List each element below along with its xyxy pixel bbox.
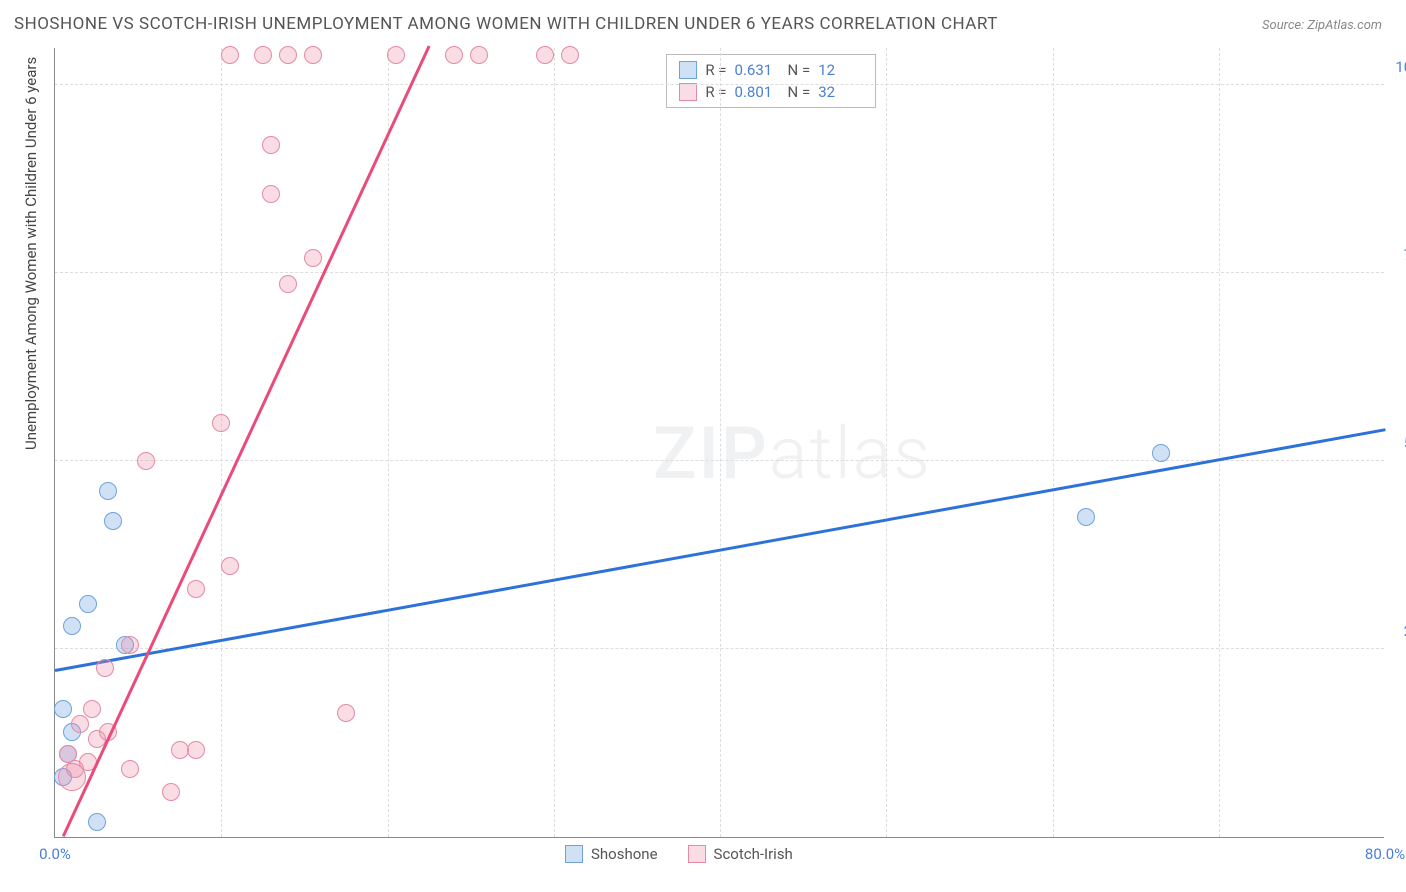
gridline-v xyxy=(388,48,389,837)
scatter-point xyxy=(262,136,280,154)
stats-n-label: N = xyxy=(788,61,811,79)
watermark: ZIPatlas xyxy=(653,411,932,496)
y-tick-label: 75.0% xyxy=(1389,246,1406,264)
source-attribution: Source: ZipAtlas.com xyxy=(1262,18,1382,33)
trend-line xyxy=(62,45,430,836)
stats-r-label: R = xyxy=(705,61,726,79)
legend-swatch xyxy=(565,845,583,863)
y-tick-label: 25.0% xyxy=(1389,622,1406,640)
scatter-point xyxy=(1077,508,1095,526)
legend: Shoshone Scotch-Irish xyxy=(565,845,793,863)
x-tick-label: 80.0% xyxy=(1365,845,1405,863)
scatter-point xyxy=(121,636,139,654)
scatter-point xyxy=(187,741,205,759)
scatter-point xyxy=(262,185,280,203)
x-tick-label: 0.0% xyxy=(39,845,71,863)
stats-r-value: 0.801 xyxy=(735,83,780,101)
scatter-point xyxy=(279,46,297,64)
legend-item: Scotch-Irish xyxy=(688,845,793,863)
stats-n-label: N = xyxy=(788,83,811,101)
legend-item: Shoshone xyxy=(565,845,658,863)
gridline-v xyxy=(554,48,555,837)
scatter-point xyxy=(162,783,180,801)
scatter-point xyxy=(536,46,554,64)
stats-n-value: 32 xyxy=(818,83,863,101)
scatter-point xyxy=(212,414,230,432)
chart-title: SHOSHONE VS SCOTCH-IRISH UNEMPLOYMENT AM… xyxy=(14,14,998,34)
scatter-point xyxy=(83,700,101,718)
scatter-point xyxy=(88,813,106,831)
scatter-point xyxy=(121,760,139,778)
scatter-point xyxy=(337,704,355,722)
stats-box: R = 0.631 N = 12 R = 0.801 N = 32 xyxy=(666,54,876,108)
stats-swatch xyxy=(679,61,697,79)
scatter-point xyxy=(304,249,322,267)
scatter-point xyxy=(221,557,239,575)
watermark-bold: ZIP xyxy=(653,411,769,496)
gridline-v xyxy=(221,48,222,837)
scatter-point xyxy=(71,715,89,733)
stats-r-value: 0.631 xyxy=(735,61,780,79)
gridline-v xyxy=(1053,48,1054,837)
scatter-point xyxy=(387,46,405,64)
scatter-point xyxy=(96,659,114,677)
legend-swatch xyxy=(688,845,706,863)
y-tick-label: 50.0% xyxy=(1389,434,1406,452)
stats-n-value: 12 xyxy=(818,61,863,79)
scatter-point xyxy=(63,617,81,635)
scatter-point xyxy=(171,741,189,759)
scatter-point xyxy=(254,46,272,64)
scatter-point xyxy=(59,745,77,763)
legend-label: Scotch-Irish xyxy=(714,845,793,863)
scatter-point xyxy=(304,46,322,64)
scatter-point xyxy=(470,46,488,64)
stats-r-label: R = xyxy=(705,83,726,101)
scatter-point xyxy=(79,595,97,613)
stats-swatch xyxy=(679,83,697,101)
scatter-point xyxy=(99,482,117,500)
scatter-point xyxy=(279,275,297,293)
scatter-point xyxy=(445,46,463,64)
gridline-v xyxy=(886,48,887,837)
gridline-v xyxy=(1219,48,1220,837)
scatter-point xyxy=(221,46,239,64)
scatter-point xyxy=(1152,444,1170,462)
plot-area: ZIPatlas R =0.631N =12R =0.801N =32 Shos… xyxy=(54,48,1384,838)
gridline-v xyxy=(720,48,721,837)
scatter-point xyxy=(137,452,155,470)
y-tick-label: 100.0% xyxy=(1389,58,1406,76)
scatter-point xyxy=(561,46,579,64)
stats-row: R = 0.631 N = 12 xyxy=(679,59,863,81)
scatter-point xyxy=(187,580,205,598)
watermark-light: atlas xyxy=(769,411,932,496)
y-axis-label: Unemployment Among Women with Children U… xyxy=(22,57,40,450)
scatter-point xyxy=(54,700,72,718)
scatter-point xyxy=(104,512,122,530)
legend-label: Shoshone xyxy=(591,845,658,863)
